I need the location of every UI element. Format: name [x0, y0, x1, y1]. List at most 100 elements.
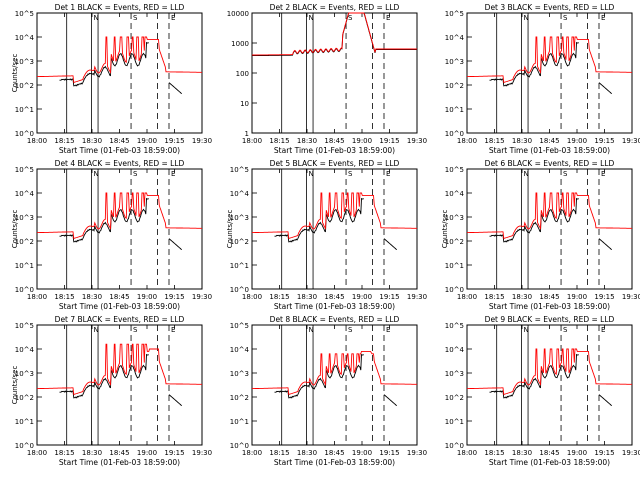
x-tick-label: 19:15: [164, 137, 184, 145]
y-tick-label: 10^5: [445, 322, 464, 330]
x-tick-label: 19:00: [137, 137, 157, 145]
y-tick-label: 10^3: [445, 214, 464, 222]
series-line-events: [274, 197, 398, 251]
y-tick-label: 10^5: [445, 166, 464, 174]
x-axis-label: Start Time (01-Feb-03 18:59:00): [59, 302, 180, 311]
y-tick-label: 10^4: [15, 346, 35, 354]
y-tick-label: 10^4: [230, 190, 250, 198]
y-tick-label: 10^4: [15, 34, 35, 42]
series-line-events: [489, 41, 613, 95]
plot-frame: [36, 324, 203, 446]
x-tick-label: 19:30: [407, 293, 427, 301]
x-tick-label: 18:30: [82, 449, 102, 457]
x-tick-label: 18:00: [27, 293, 47, 301]
y-tick-label: 10^1: [15, 262, 34, 270]
series-line-lld: [252, 350, 417, 396]
y-tick-label: 10^5: [230, 322, 249, 330]
y-axis-label: Counts/sec: [226, 210, 234, 249]
x-tick-label: 19:00: [352, 137, 372, 145]
marker-label: S: [563, 326, 568, 334]
marker-label: S: [563, 14, 568, 22]
plot-frame: [36, 12, 203, 134]
x-tick-label: 19:00: [352, 449, 372, 457]
y-tick-label: 10^4: [15, 190, 35, 198]
x-tick-label: 18:00: [27, 449, 47, 457]
y-tick-label: 10^1: [15, 106, 34, 114]
y-tick-label: 10^3: [230, 370, 249, 378]
y-tick-label: 10^2: [15, 82, 34, 90]
marker-label: N: [93, 14, 98, 22]
x-tick-label: 18:30: [82, 293, 102, 301]
y-axis-label: Counts/sec: [11, 366, 19, 405]
x-tick-label: 18:45: [539, 137, 559, 145]
x-tick-label: 18:00: [457, 449, 477, 457]
x-tick-label: 19:30: [622, 137, 640, 145]
y-tick-label: 10^0: [15, 130, 34, 138]
x-tick-label: 18:15: [269, 449, 289, 457]
x-tick-label: 18:15: [269, 137, 289, 145]
panel-det-3: Det 3 BLACK = Events, RED = LLD Start Tim…: [445, 3, 640, 155]
y-tick-label: 10^0: [15, 442, 34, 450]
series-line-lld: [252, 12, 417, 56]
y-tick-label: 10^3: [15, 214, 34, 222]
y-tick-label: 10^4: [445, 190, 465, 198]
marker-label: S: [348, 170, 353, 178]
y-tick-label: 10^2: [230, 394, 249, 402]
series-line-lld: [467, 192, 632, 240]
y-tick-label: 10^3: [445, 370, 464, 378]
x-tick-label: 18:15: [54, 137, 74, 145]
y-tick-label: 10^1: [445, 418, 464, 426]
marker-label: E: [171, 326, 175, 334]
x-axis-label: Start Time (01-Feb-03 18:59:00): [489, 146, 610, 155]
x-tick-label: 19:15: [594, 137, 614, 145]
y-tick-label: 10^5: [15, 10, 34, 18]
plot-frame: [251, 324, 418, 446]
x-tick-label: 18:45: [109, 293, 129, 301]
x-tick-label: 18:45: [539, 293, 559, 301]
panel-det-1: Det 1 BLACK = Events, RED = LLD Start Tim…: [11, 3, 212, 155]
marker-label: N: [93, 170, 98, 178]
y-tick-label: 10^0: [15, 286, 34, 294]
x-axis-label: Start Time (01-Feb-03 18:59:00): [489, 458, 610, 467]
y-tick-label: 10^3: [15, 58, 34, 66]
x-tick-label: 18:30: [297, 137, 317, 145]
y-tick-label: 10^3: [445, 58, 464, 66]
y-tick-label: 10^1: [445, 106, 464, 114]
y-tick-label: 10^1: [15, 418, 34, 426]
panel-title: Det 2 BLACK = Events, RED = LLD: [270, 3, 400, 12]
y-axis-label: Counts/sec: [441, 210, 449, 249]
y-tick-label: 10^2: [15, 238, 34, 246]
marker-label: E: [386, 170, 390, 178]
series-line-events: [489, 197, 613, 251]
panel-title: Det 7 BLACK = Events, RED = LLD: [55, 315, 185, 324]
x-tick-label: 18:30: [512, 137, 532, 145]
panel-det-4: Det 4 BLACK = Events, RED = LLD Start Tim…: [11, 159, 212, 311]
x-axis-label: Start Time (01-Feb-03 18:59:00): [59, 458, 180, 467]
y-tick-label: 10^0: [230, 286, 249, 294]
plot-frame: [466, 324, 633, 446]
x-tick-label: 18:15: [54, 293, 74, 301]
series-line-lld: [37, 36, 202, 84]
x-tick-label: 18:00: [242, 137, 262, 145]
x-axis-label: Start Time (01-Feb-03 18:59:00): [59, 146, 180, 155]
y-tick-label: 10^2: [445, 238, 464, 246]
marker-label: E: [171, 170, 175, 178]
y-tick-label: 10^3: [15, 370, 34, 378]
y-tick-label: 10^0: [445, 130, 464, 138]
panel-title: Det 8 BLACK = Events, RED = LLD: [270, 315, 400, 324]
y-tick-label: 10^5: [445, 10, 464, 18]
marker-label: E: [601, 326, 605, 334]
x-tick-label: 18:45: [324, 293, 344, 301]
y-tick-label: 10^5: [15, 166, 34, 174]
x-tick-label: 19:15: [164, 449, 184, 457]
x-tick-label: 18:30: [82, 137, 102, 145]
y-tick-label: 10^5: [230, 166, 249, 174]
y-tick-label: 10^0: [230, 442, 249, 450]
panel-det-7: Det 7 BLACK = Events, RED = LLD Start Tim…: [11, 315, 212, 467]
series-line-events: [59, 41, 183, 95]
x-tick-label: 19:00: [567, 449, 587, 457]
y-axis-label: Counts/sec: [11, 54, 19, 93]
x-tick-label: 19:15: [594, 293, 614, 301]
